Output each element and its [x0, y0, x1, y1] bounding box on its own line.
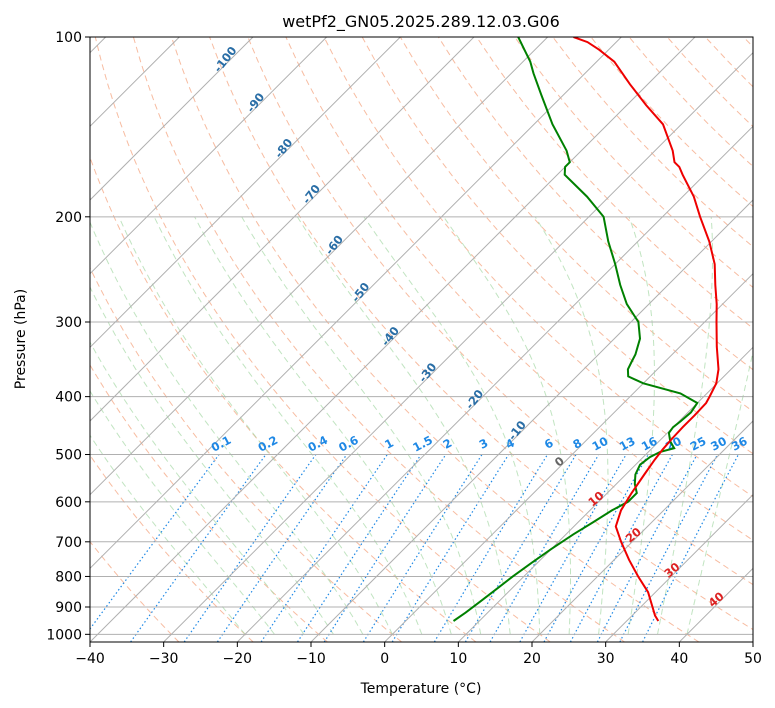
x-tick-label: 30: [597, 651, 615, 667]
dry-adiabat-line: [399, 37, 753, 413]
y-tick-label: 200: [55, 210, 82, 226]
dry-adiabat-line: [209, 37, 753, 631]
dry-adiabat-line: [514, 37, 753, 289]
y-tick-label: 400: [55, 390, 82, 406]
mixing-ratio-label: 10: [590, 434, 611, 454]
y-tick-label: 300: [55, 315, 82, 331]
moist-adiabat-line: [90, 341, 305, 635]
dry-adiabat-line: [90, 454, 254, 642]
mixing-ratio-label: 30: [708, 434, 729, 454]
moist-adiabat-line: [90, 286, 334, 635]
dry-adiabat-line: [94, 37, 551, 642]
isotherm-line: [310, 199, 753, 642]
x-tick-label: −40: [75, 651, 105, 667]
dry-adiabat-line: [247, 37, 753, 586]
mixing-ratio-lines: [90, 454, 739, 642]
x-tick-label: −20: [223, 651, 253, 667]
moist-adiabat-line: [118, 216, 393, 635]
dry-adiabat-line: [132, 37, 625, 642]
x-tick-label: 50: [744, 651, 762, 667]
y-tick-label: 100: [55, 30, 82, 46]
dry-adiabat-line: [90, 155, 477, 642]
dry-adiabats: [90, 37, 753, 642]
pressure-gridlines: [90, 37, 753, 635]
mixing-ratio-label: 25: [688, 434, 709, 454]
mixing-ratio-line: [323, 454, 447, 642]
isotherm-line: [90, 37, 475, 422]
moist-adiabat-line: [194, 216, 452, 635]
y-tick-label: 900: [55, 600, 82, 616]
isotherm-line: [531, 420, 753, 642]
y-axis-label: Pressure (hPa): [13, 289, 29, 389]
mixing-ratio-line: [90, 454, 220, 630]
mixing-ratio-label: 16: [639, 434, 660, 454]
mixing-ratio-line: [519, 454, 627, 642]
x-axis-label: Temperature (°C): [360, 681, 482, 697]
dry-adiabat-line: [285, 37, 753, 541]
dry-adiabat-line: [171, 37, 700, 642]
dry-adiabat-line: [323, 37, 753, 498]
mixing-ratio-label: 13: [617, 434, 638, 454]
isotherm-line: [605, 493, 753, 642]
isotherm-line: [90, 37, 328, 275]
skewed-isotherms: [90, 37, 753, 642]
chart-title: wetPf2_GN05.2025.289.12.03.G06: [282, 12, 560, 32]
x-tick-label: −10: [296, 651, 326, 667]
isotherm-line: [90, 37, 696, 642]
isotherm-line: [236, 125, 753, 642]
y-tick-label: 600: [55, 495, 82, 511]
dry-adiabat-line: [361, 37, 753, 455]
y-tick-label: 800: [55, 569, 82, 585]
dry-adiabat-line: [90, 266, 403, 642]
temperature-line: [573, 37, 720, 622]
dry-adiabat-line: [90, 364, 328, 642]
isotherm-line: [90, 37, 622, 570]
mixing-ratio-line: [433, 454, 549, 642]
y-axis-ticks: 100 200 300 400 500 600 700 800 900 1000: [46, 30, 90, 643]
mixing-ratio-label: 20: [663, 434, 684, 454]
mixing-ratio-line: [569, 454, 673, 642]
x-tick-label: 40: [670, 651, 688, 667]
mixing-ratio-line: [260, 454, 388, 642]
isotherm-line: [384, 272, 753, 642]
isotherm-line: [457, 346, 753, 642]
isotherm-line: [90, 37, 401, 349]
x-tick-label: 20: [523, 651, 541, 667]
isotherm-line: [90, 37, 254, 201]
mixing-ratio-line: [464, 454, 577, 642]
x-tick-label: 0: [380, 651, 389, 667]
plot-area: 0.1 0.2 0.4 0.6 1 1.5 2 3 4 6 8 10 13 16 20 25 30 36-100-…: [90, 37, 753, 642]
mixing-ratio-line: [296, 454, 422, 642]
mixing-ratio-line: [596, 454, 698, 642]
moist-adiabat-line: [296, 216, 511, 635]
mixing-ratio-line: [489, 454, 600, 642]
x-tick-label: −30: [149, 651, 179, 667]
dry-adiabat-line: [437, 37, 753, 371]
mixing-ratio-line: [130, 454, 267, 642]
isotherm-line: [90, 37, 549, 496]
dry-adiabat-line: [476, 37, 753, 329]
y-tick-label: 500: [55, 448, 82, 464]
y-tick-label: 1000: [46, 627, 82, 643]
dewpoint-line: [452, 37, 699, 622]
x-axis-ticks: −40 −30 −20 −10 0 10 20 30 40 50: [75, 642, 762, 667]
mixing-ratio-line: [216, 454, 348, 642]
plot-frame: [89, 36, 754, 643]
y-tick-label: 700: [55, 535, 82, 551]
mixing-ratio-line: [183, 454, 317, 642]
mixing-ratio-label: 36: [729, 434, 750, 454]
x-tick-label: 10: [449, 651, 467, 667]
